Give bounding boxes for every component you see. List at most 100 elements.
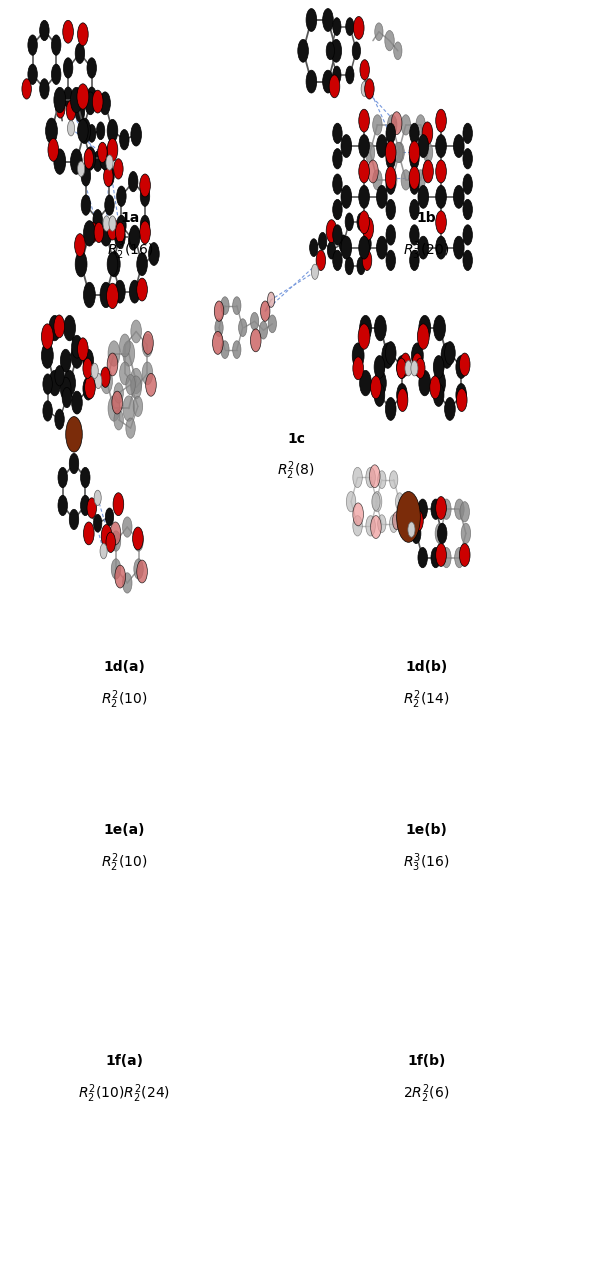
Circle shape [423, 160, 433, 183]
Circle shape [92, 90, 103, 113]
Circle shape [385, 30, 394, 51]
Circle shape [392, 512, 401, 530]
Circle shape [397, 491, 420, 542]
Circle shape [352, 42, 361, 60]
Circle shape [419, 315, 431, 340]
Circle shape [433, 356, 444, 378]
Circle shape [221, 340, 229, 358]
Circle shape [437, 523, 447, 544]
Circle shape [63, 20, 73, 43]
Circle shape [360, 60, 369, 80]
Circle shape [111, 531, 121, 551]
Text: $R_2^2(8)$: $R_2^2(8)$ [277, 460, 315, 483]
Circle shape [54, 149, 66, 174]
Circle shape [433, 315, 445, 340]
Circle shape [77, 84, 89, 109]
Circle shape [327, 241, 336, 259]
Circle shape [49, 315, 61, 340]
Circle shape [43, 373, 52, 394]
Circle shape [131, 320, 141, 343]
Circle shape [233, 340, 241, 358]
Text: 1e(a): 1e(a) [104, 823, 145, 837]
Circle shape [311, 264, 318, 279]
Circle shape [114, 410, 123, 431]
Circle shape [41, 343, 53, 368]
Circle shape [456, 389, 467, 411]
Circle shape [83, 377, 94, 400]
Text: $R_3^3(16)$: $R_3^3(16)$ [403, 851, 449, 874]
Circle shape [126, 418, 136, 438]
Circle shape [391, 112, 402, 135]
Circle shape [378, 471, 386, 489]
Text: $R_2^2(10)$: $R_2^2(10)$ [101, 688, 147, 711]
Circle shape [418, 135, 429, 157]
Circle shape [78, 119, 88, 142]
Circle shape [213, 331, 223, 354]
Text: $R_3^3(20)$: $R_3^3(20)$ [403, 239, 449, 262]
Circle shape [385, 141, 396, 164]
Circle shape [128, 230, 138, 250]
Circle shape [260, 301, 270, 321]
Circle shape [397, 356, 407, 378]
Circle shape [93, 210, 102, 230]
Circle shape [54, 88, 66, 113]
Circle shape [410, 149, 419, 169]
Circle shape [372, 493, 380, 511]
Circle shape [363, 217, 374, 240]
Circle shape [133, 527, 143, 550]
Circle shape [140, 221, 150, 244]
Circle shape [67, 121, 75, 136]
Circle shape [353, 516, 362, 536]
Circle shape [365, 79, 374, 99]
Circle shape [298, 39, 308, 62]
Circle shape [107, 119, 118, 142]
Circle shape [373, 170, 382, 190]
Circle shape [49, 371, 61, 396]
Circle shape [418, 547, 427, 568]
Circle shape [463, 123, 472, 144]
Circle shape [107, 253, 118, 276]
Circle shape [134, 559, 143, 579]
Circle shape [409, 166, 420, 189]
Circle shape [385, 398, 396, 420]
Circle shape [390, 471, 398, 489]
Circle shape [133, 396, 143, 417]
Circle shape [130, 368, 142, 394]
Circle shape [436, 211, 446, 234]
Circle shape [333, 123, 342, 144]
Circle shape [250, 329, 261, 352]
Circle shape [353, 503, 363, 526]
Circle shape [385, 342, 396, 364]
Circle shape [414, 511, 423, 531]
Circle shape [374, 315, 386, 340]
Circle shape [123, 340, 135, 366]
Circle shape [357, 257, 365, 274]
Circle shape [75, 251, 87, 277]
Circle shape [130, 225, 140, 248]
Circle shape [409, 141, 420, 164]
Circle shape [88, 222, 98, 243]
Circle shape [52, 34, 61, 56]
Circle shape [442, 499, 451, 519]
Circle shape [397, 358, 406, 378]
Circle shape [64, 371, 76, 396]
Circle shape [401, 114, 411, 135]
Circle shape [459, 544, 470, 566]
Circle shape [146, 373, 156, 396]
Circle shape [386, 250, 395, 271]
Circle shape [373, 114, 382, 135]
Text: $R_2^2(10)R_2^2(24)$: $R_2^2(10)R_2^2(24)$ [78, 1082, 170, 1105]
Circle shape [214, 301, 224, 321]
Circle shape [101, 368, 112, 394]
Circle shape [361, 81, 368, 97]
Circle shape [445, 398, 455, 420]
Circle shape [394, 142, 403, 163]
Circle shape [107, 353, 118, 376]
Text: $R_2^2(14)$: $R_2^2(14)$ [403, 688, 449, 711]
Circle shape [400, 353, 411, 376]
Circle shape [410, 174, 419, 194]
Circle shape [110, 522, 121, 545]
Circle shape [331, 39, 342, 62]
Circle shape [115, 565, 126, 588]
Circle shape [395, 493, 404, 511]
